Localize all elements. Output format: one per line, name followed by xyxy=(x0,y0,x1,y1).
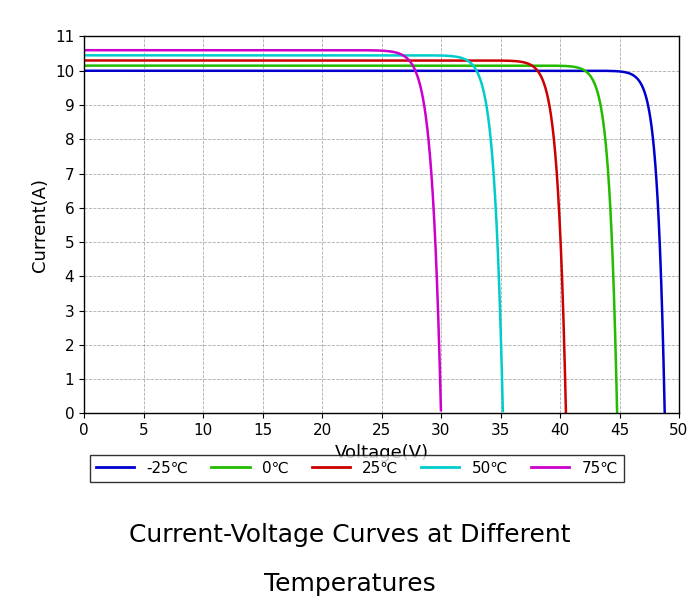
Text: Current-Voltage Curves at Different: Current-Voltage Curves at Different xyxy=(130,523,570,547)
X-axis label: Voltage(V): Voltage(V) xyxy=(335,444,428,461)
Text: Temperatures: Temperatures xyxy=(264,572,436,596)
Legend: -25℃, 0℃, 25℃, 50℃, 75℃: -25℃, 0℃, 25℃, 50℃, 75℃ xyxy=(90,455,624,482)
Y-axis label: Current(A): Current(A) xyxy=(32,178,50,272)
